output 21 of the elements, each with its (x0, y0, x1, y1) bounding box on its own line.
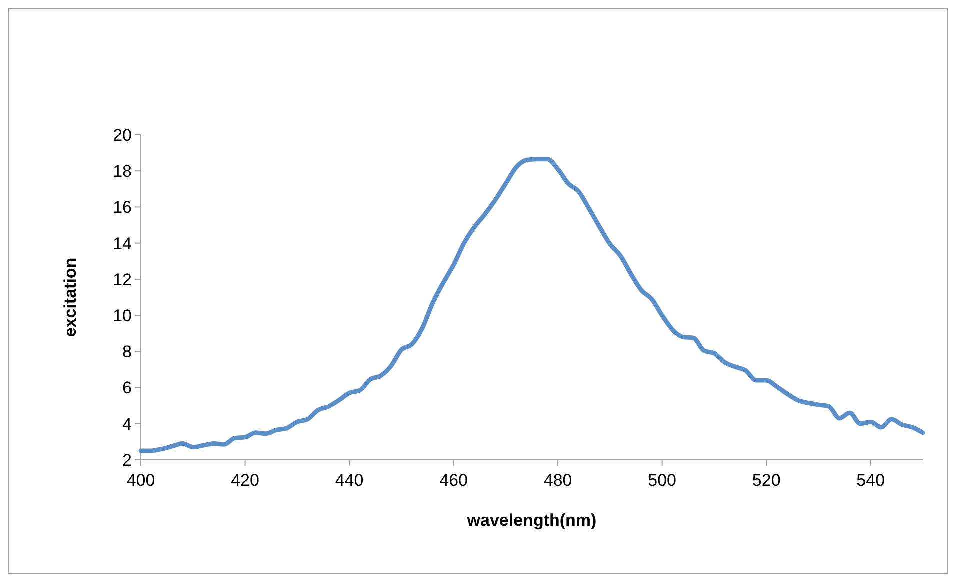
y-tick-label: 12 (113, 270, 132, 290)
y-tick-label: 20 (113, 126, 132, 145)
y-tick-label: 14 (113, 234, 132, 254)
x-tick-label: 440 (335, 471, 364, 490)
y-tick-label: 16 (113, 198, 132, 218)
x-tick-label: 500 (648, 471, 677, 490)
y-tick-label: 2 (122, 450, 132, 470)
y-axis-title: excitation (61, 258, 80, 338)
y-tick-label: 8 (122, 342, 132, 362)
x-tick-label: 480 (544, 471, 572, 490)
x-axis-title: wavelength(nm) (466, 511, 597, 530)
x-tick-label: 400 (126, 471, 156, 490)
y-tick-label: 10 (113, 306, 132, 326)
x-tick-label: 520 (752, 471, 781, 490)
x-tick-label: 540 (856, 471, 886, 490)
y-tick-label: 6 (122, 378, 132, 398)
y-tick-label: 4 (122, 414, 132, 434)
line-series (138, 157, 926, 454)
y-tick-label: 18 (113, 162, 132, 182)
x-tick-label: 420 (231, 471, 260, 490)
x-tick-label: 460 (440, 471, 468, 490)
